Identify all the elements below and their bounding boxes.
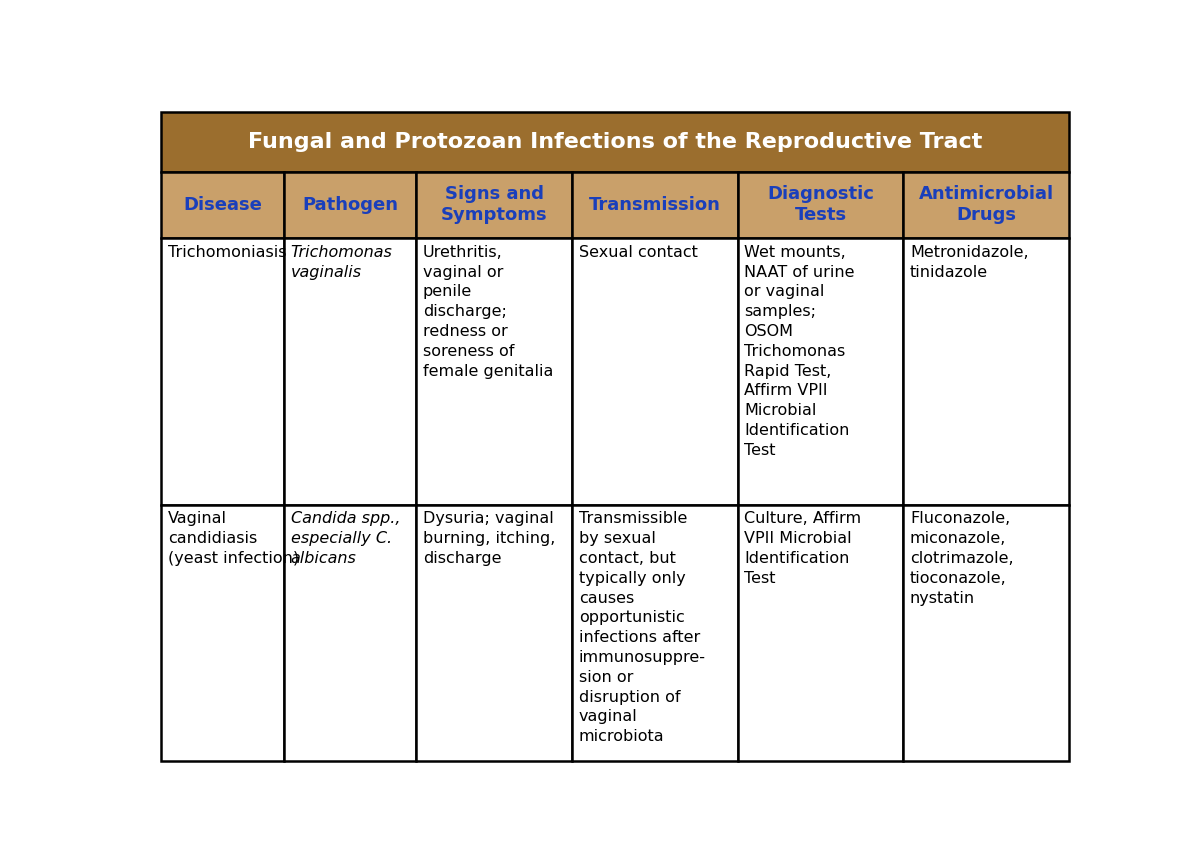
Bar <box>416 505 572 761</box>
Bar <box>416 172 572 238</box>
Text: Dysuria; vaginal
burning, itching,
discharge: Dysuria; vaginal burning, itching, disch… <box>422 511 556 566</box>
Text: Diagnostic
Tests: Diagnostic Tests <box>767 186 874 224</box>
Bar <box>572 172 738 238</box>
Text: Vaginal
candidiasis
(yeast infection): Vaginal candidiasis (yeast infection) <box>168 511 299 566</box>
Text: Transmission: Transmission <box>589 196 721 213</box>
Text: Metronidazole,
tinidazole: Metronidazole, tinidazole <box>910 245 1028 280</box>
Bar <box>572 238 738 505</box>
Bar <box>904 505 1069 761</box>
Bar <box>161 238 284 505</box>
Bar <box>572 505 738 761</box>
Bar <box>284 172 416 238</box>
Text: Wet mounts,
NAAT of urine
or vaginal
samples;
OSOM
Trichomonas
Rapid Test,
Affir: Wet mounts, NAAT of urine or vaginal sam… <box>744 245 854 458</box>
Text: Signs and
Symptoms: Signs and Symptoms <box>442 186 547 224</box>
Text: Trichomonas
vaginalis: Trichomonas vaginalis <box>290 245 392 280</box>
Text: Antimicrobial
Drugs: Antimicrobial Drugs <box>918 186 1054 224</box>
Text: Transmissible
by sexual
contact, but
typically only
causes
opportunistic
infecti: Transmissible by sexual contact, but typ… <box>578 511 706 744</box>
Text: Fluconazole,
miconazole,
clotrimazole,
tioconazole,
nystatin: Fluconazole, miconazole, clotrimazole, t… <box>910 511 1014 606</box>
Bar <box>161 505 284 761</box>
Bar <box>284 238 416 505</box>
Bar <box>161 111 1069 172</box>
Bar <box>284 505 416 761</box>
Bar <box>416 238 572 505</box>
Text: Pathogen: Pathogen <box>302 196 398 213</box>
Bar <box>738 172 904 238</box>
Text: Fungal and Protozoan Infections of the Reproductive Tract: Fungal and Protozoan Infections of the R… <box>248 131 982 151</box>
Text: Culture, Affirm
VPII Microbial
Identification
Test: Culture, Affirm VPII Microbial Identific… <box>744 511 862 586</box>
Bar <box>738 505 904 761</box>
Text: Sexual contact: Sexual contact <box>578 245 698 260</box>
Bar <box>904 172 1069 238</box>
Text: Disease: Disease <box>184 196 262 213</box>
Bar <box>161 172 284 238</box>
Text: Candida spp.,
especially C.
albicans: Candida spp., especially C. albicans <box>290 511 400 566</box>
Bar <box>738 238 904 505</box>
Text: Trichomoniasis: Trichomoniasis <box>168 245 286 260</box>
Bar <box>904 238 1069 505</box>
Text: Urethritis,
vaginal or
penile
discharge;
redness or
soreness of
female genitalia: Urethritis, vaginal or penile discharge;… <box>422 245 553 378</box>
